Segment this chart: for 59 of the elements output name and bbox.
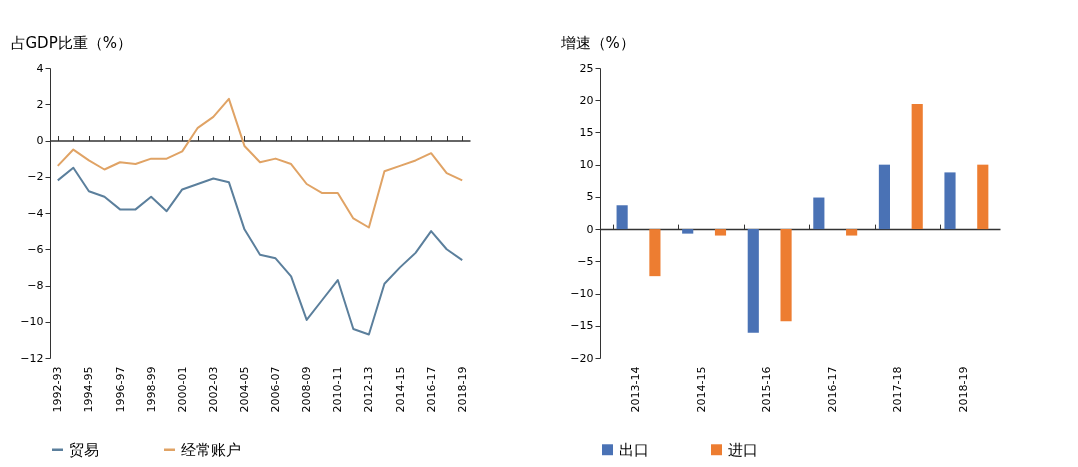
y-tick-label: 25: [579, 61, 594, 75]
bar: [649, 229, 661, 277]
bar: [944, 172, 956, 230]
bar: [813, 197, 825, 230]
x-tick-label: 1996-97: [113, 366, 127, 413]
x-tick-label: 2016-17: [825, 366, 839, 413]
x-tick-label: 2016-17: [424, 366, 438, 413]
y-tick-label: −10: [570, 287, 594, 301]
x-tick-label: 2002-03: [206, 366, 220, 413]
line-series: [56, 97, 464, 229]
x-tick-label: 2017-18: [891, 366, 905, 413]
y-tick-label: −12: [20, 351, 44, 365]
y-tick-label: 0: [586, 222, 594, 236]
y-tick-label: −10: [20, 315, 44, 329]
y-tick-label: −2: [27, 170, 44, 184]
y-tick-label: 10: [579, 158, 594, 172]
y-tick-label: 2: [36, 97, 44, 111]
x-tick-label: 2013-14: [629, 366, 643, 413]
y-axis-title: 增速（%）: [559, 33, 635, 52]
x-tick-label: 2018-19: [956, 366, 970, 413]
x-tick-label: 2014-15: [393, 366, 407, 413]
y-tick-label: −20: [570, 351, 594, 365]
x-tick-label: 2004-05: [237, 366, 251, 413]
x-tick-label: 2018-19: [455, 366, 469, 413]
bar: [911, 104, 923, 230]
x-tick-label: 1998-99: [144, 366, 158, 413]
x-tick-label: 2000-01: [175, 366, 189, 413]
y-tick-label: −6: [27, 242, 44, 256]
line-series: [56, 166, 464, 336]
x-tick-label: 1992-93: [51, 366, 65, 413]
y-tick-label: −4: [27, 206, 44, 220]
x-tick-label: 2006-07: [269, 366, 283, 413]
y-axis-title: 占GDP比重（%）: [10, 33, 132, 52]
bar: [846, 229, 858, 236]
y-tick-label: 15: [579, 125, 594, 139]
bar: [780, 229, 792, 322]
x-tick-label: 2010-11: [331, 366, 345, 413]
bar: [747, 229, 759, 333]
legend-label: 进口: [728, 440, 758, 459]
y-tick-label: 0: [36, 134, 44, 147]
x-tick-label: 2012-13: [362, 366, 376, 413]
x-tick-label: 2008-09: [300, 366, 314, 413]
bar: [977, 164, 989, 230]
legend-label: 出口: [619, 440, 649, 459]
bar: [616, 205, 628, 230]
legend-label: 经常账户: [181, 440, 241, 459]
y-tick-label: −5: [577, 254, 594, 268]
x-tick-label: 2014-15: [694, 366, 708, 413]
x-tick-label: 2015-16: [760, 366, 774, 413]
y-tick-label: 4: [36, 61, 44, 75]
bar: [682, 229, 694, 234]
y-tick-label: 5: [586, 190, 594, 204]
bar: [878, 164, 890, 230]
y-tick-label: 20: [579, 93, 594, 107]
legend-label: 贸易: [69, 440, 99, 459]
y-tick-label: −8: [27, 279, 44, 292]
x-tick-label: 1994-95: [82, 366, 96, 413]
y-tick-label: −15: [570, 319, 594, 333]
bar: [714, 229, 727, 236]
